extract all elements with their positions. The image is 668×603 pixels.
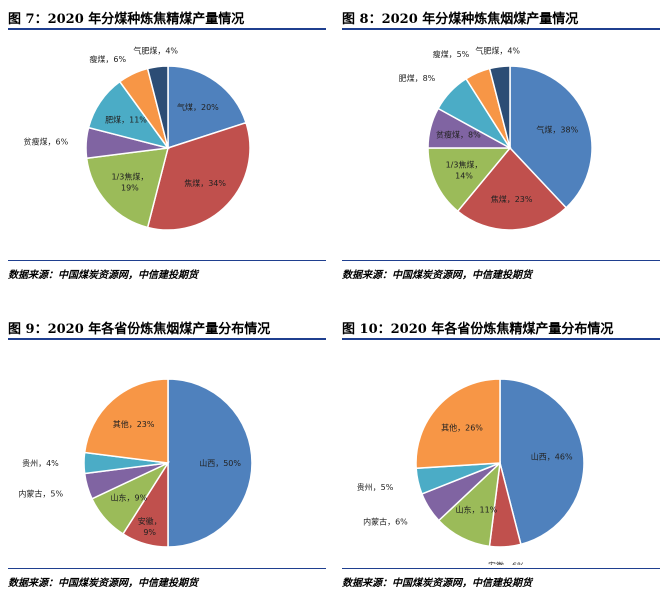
- slice-label: 气肥煤，4%: [475, 45, 520, 55]
- source-note: 数据来源：中国煤炭资源网，中信建投期货: [342, 270, 532, 281]
- slice-label: 山东，9%: [111, 492, 148, 502]
- slice-label: 1/3焦煤， 19%: [111, 172, 148, 193]
- pie-chart: 山西，50% 安徽， 9% 山东，9% 内蒙古，5% 贵州，4% 其他，23%: [18, 378, 253, 548]
- slice-label: 安徽， 9%: [138, 516, 162, 537]
- chart-panel-fig7: 图 7：2020 年分煤种炼焦精煤产量情况 气煤，20% 焦煤，34% 1/3焦煤，…: [8, 8, 326, 290]
- slice-label: 山东，11%: [456, 504, 498, 514]
- chart-panel-fig10: 图 10：2020 年各省份炼焦精煤产量分布情况 山西，46% 安徽，6% 山东，1…: [342, 318, 660, 598]
- chart-title: 图 10：2020 年各省份炼焦精煤产量分布情况: [342, 322, 614, 337]
- slice-label: 安徽，6%: [488, 560, 525, 565]
- slice-label: 内蒙古，6%: [363, 517, 408, 527]
- source-rule: [342, 568, 660, 569]
- pie-slice-其他: [415, 378, 501, 470]
- chart-panel-fig9: 图 9：2020 年各省份炼焦烟煤产量分布情况 山西，50% 安徽， 9% 山东，9%…: [8, 318, 326, 598]
- chart-title: 图 9：2020 年各省份炼焦烟煤产量分布情况: [8, 322, 271, 337]
- slice-label: 瘦煤，5%: [433, 49, 470, 59]
- slice-label: 1/3焦煤， 14%: [446, 160, 483, 181]
- title-rule: [342, 338, 660, 340]
- slice-label: 焦煤，34%: [184, 178, 226, 188]
- slice-label: 山西，50%: [199, 458, 241, 468]
- source-note: 数据来源：中国煤炭资源网，中信建投期货: [8, 578, 198, 589]
- source-rule: [8, 260, 326, 261]
- slice-label: 肥煤，8%: [399, 73, 436, 83]
- pie-chart: 气煤，38% 焦煤，23% 1/3焦煤， 14% 贫瘦煤，8% 肥煤，8% 瘦煤，5% 气肥煤…: [399, 45, 593, 231]
- pie-slice-气肥煤: [488, 65, 511, 149]
- pie-chart: 山西，46% 安徽，6% 山东，11% 内蒙古，6% 贵州，5% 其他，26%: [357, 378, 585, 565]
- slice-label: 其他，26%: [441, 422, 483, 432]
- slice-label: 气肥煤，4%: [133, 45, 178, 55]
- slice-label: 焦煤，23%: [491, 194, 533, 204]
- slice-label: 山西，46%: [531, 452, 573, 462]
- pie-slice-气煤: [509, 65, 593, 209]
- pie-slice-1/3焦煤: [85, 147, 170, 229]
- title-rule: [342, 28, 660, 30]
- pie-slice-山西: [499, 378, 585, 546]
- source-note: 数据来源：中国煤炭资源网，中信建投期货: [8, 270, 198, 281]
- chart-title: 图 7：2020 年分煤种炼焦精煤产量情况: [8, 12, 245, 27]
- pie-slice-焦煤: [456, 146, 568, 231]
- slice-label: 气煤，38%: [536, 124, 578, 134]
- chart-panel-fig8: 图 8：2020 年分煤种炼焦烟煤产量情况 气煤，38% 焦煤，23% 1/3焦煤，…: [342, 8, 660, 290]
- source-note: 数据来源：中国煤炭资源网，中信建投期货: [342, 578, 532, 589]
- slice-label: 贵州，4%: [22, 458, 59, 468]
- title-rule: [8, 338, 326, 340]
- pie-slice-气肥煤: [146, 65, 169, 149]
- pie-slice-气煤: [167, 65, 247, 150]
- source-rule: [342, 260, 660, 261]
- pie-slice-焦煤: [146, 121, 251, 231]
- slice-label: 贫瘦煤，6%: [23, 137, 68, 147]
- slice-label: 肥煤，11%: [105, 114, 147, 124]
- slice-label: 贵州，5%: [357, 482, 394, 492]
- slice-label: 瘦煤，6%: [89, 54, 126, 64]
- pie-slice-其他: [83, 378, 169, 464]
- chart-title: 图 8：2020 年分煤种炼焦烟煤产量情况: [342, 12, 579, 27]
- slice-label: 贫瘦煤，8%: [436, 130, 481, 140]
- source-rule: [8, 568, 326, 569]
- title-rule: [8, 28, 326, 30]
- slice-label: 其他，23%: [113, 419, 155, 429]
- pie-slice-1/3焦煤: [427, 147, 512, 213]
- pie-chart: 气煤，20% 焦煤，34% 1/3焦煤， 19% 贫瘦煤，6% 肥煤，11% 瘦煤，6% 气肥…: [23, 45, 251, 231]
- slice-label: 内蒙古，5%: [18, 489, 63, 499]
- pie-slice-山西: [167, 378, 253, 548]
- slice-label: 气煤，20%: [177, 102, 219, 112]
